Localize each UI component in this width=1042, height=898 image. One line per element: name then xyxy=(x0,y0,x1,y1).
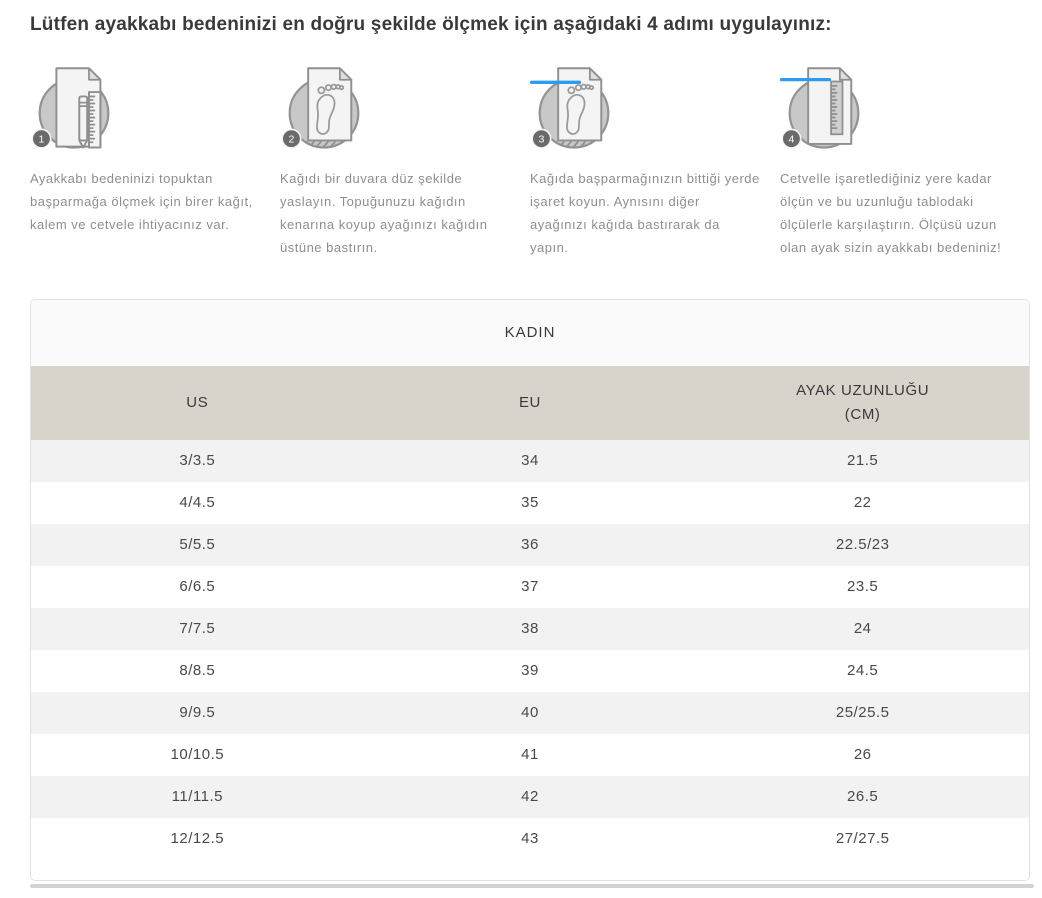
cell-foot-length: 21.5 xyxy=(847,452,879,469)
step-1-text: Ayakkabı bedeninizi topuktan başparmağa … xyxy=(30,171,253,233)
mark-line-icon xyxy=(780,77,832,82)
size-table: US EU AYAK UZUNLUĞU (CM) 3/3.5 34 21.5 4… xyxy=(31,365,1029,860)
cell-us: 9/9.5 xyxy=(179,704,216,721)
cell-foot-length: 24 xyxy=(853,620,872,637)
paper-pencil-ruler-icon: 1 xyxy=(31,67,110,149)
step-3: 3 Kağıda başparmağınızın bittiği yerde i… xyxy=(530,60,780,273)
cell-foot-length: 23.5 xyxy=(847,578,879,595)
step-number-badge: 1 xyxy=(31,128,52,149)
cell-us: 6/6.5 xyxy=(179,578,216,595)
size-table-card: KADIN US EU AYAK UZUNLUĞU (CM) 3/3.5 34 … xyxy=(30,298,1030,881)
column-header-us: US xyxy=(31,365,364,440)
footprint-icon xyxy=(566,83,595,135)
table-row: 5/5.5 36 22.5/23 xyxy=(31,523,1029,566)
cell-eu: 43 xyxy=(521,830,539,847)
cell-us: 8/8.5 xyxy=(179,662,216,679)
cell-foot-length: 24.5 xyxy=(847,662,879,679)
table-row: 9/9.5 40 25/25.5 xyxy=(31,691,1029,734)
mark-line-icon xyxy=(530,80,582,84)
cell-foot-length: 22 xyxy=(853,494,872,511)
step-2-text: Kağıdı bir duvara düz şekilde yaslayın. … xyxy=(280,171,488,256)
step-4-text: Cetvelle işaretlediğiniz yere kadar ölçü… xyxy=(780,171,1002,256)
cell-foot-length: 27/27.5 xyxy=(835,830,890,847)
ruler-icon xyxy=(87,91,102,149)
cell-us: 10/10.5 xyxy=(170,746,225,763)
step-3-text: Kağıda başparmağınızın bittiği yerde işa… xyxy=(530,171,760,256)
svg-text:1: 1 xyxy=(39,134,45,146)
cell-us: 11/11.5 xyxy=(171,788,223,805)
svg-text:2: 2 xyxy=(289,134,295,146)
cell-eu: 35 xyxy=(521,494,539,511)
table-row: 12/12.5 43 27/27.5 xyxy=(31,818,1029,860)
table-caption: KADIN xyxy=(31,299,1029,366)
step-number-badge: 2 xyxy=(281,128,302,149)
cell-foot-length: 22.5/23 xyxy=(835,536,890,553)
cell-eu: 39 xyxy=(521,662,539,679)
measurement-steps: 1 Ayakkabı bedeninizi topuktan başparmağ… xyxy=(30,60,1030,273)
step-number-badge: 3 xyxy=(531,128,552,149)
ruler-icon xyxy=(830,80,844,136)
cell-foot-length: 26 xyxy=(853,746,872,763)
cell-us: 7/7.5 xyxy=(179,620,216,637)
cell-eu: 42 xyxy=(521,788,539,805)
footprint-icon xyxy=(316,83,345,135)
cell-eu: 41 xyxy=(521,746,539,763)
cell-us: 3/3.5 xyxy=(179,452,216,469)
cell-foot-length: 25/25.5 xyxy=(835,704,890,721)
svg-text:4: 4 xyxy=(789,134,795,146)
table-row: 8/8.5 39 24.5 xyxy=(31,650,1029,692)
cell-us: 4/4.5 xyxy=(179,494,216,511)
size-table-body: 3/3.5 34 21.5 4/4.5 35 22 5/5.5 36 22.5/… xyxy=(31,439,1029,860)
column-header-foot-length: AYAK UZUNLUĞU (CM) xyxy=(696,365,1029,440)
cell-eu: 40 xyxy=(521,704,539,721)
cell-eu: 36 xyxy=(521,536,539,553)
table-row: 3/3.5 34 21.5 xyxy=(31,439,1029,482)
foot-on-paper-marked-icon: 3 xyxy=(530,67,610,149)
table-row: 6/6.5 37 23.5 xyxy=(31,566,1029,608)
size-table-header: US EU AYAK UZUNLUĞU (CM) xyxy=(31,365,1029,440)
horizontal-scrollbar[interactable] xyxy=(30,883,1034,888)
cell-foot-length: 26.5 xyxy=(847,788,879,805)
cell-eu: 38 xyxy=(521,620,539,637)
column-header-eu: EU xyxy=(363,365,697,440)
table-row: 10/10.5 41 26 xyxy=(31,734,1029,776)
table-row: 4/4.5 35 22 xyxy=(31,482,1029,524)
step-number-badge: 4 xyxy=(781,128,802,149)
foot-on-paper-icon: 2 xyxy=(281,67,360,149)
svg-text:3: 3 xyxy=(539,134,545,146)
page-title: Lütfen ayakkabı bedeninizi en doğru şeki… xyxy=(30,14,832,35)
cell-us: 5/5.5 xyxy=(179,536,216,553)
table-row: 7/7.5 38 24 xyxy=(31,607,1029,650)
table-row: 11/11.5 42 26.5 xyxy=(31,775,1029,818)
pencil-icon xyxy=(78,95,89,149)
cell-us: 12/12.5 xyxy=(170,830,225,847)
cell-eu: 37 xyxy=(521,578,539,595)
step-2: 2 Kağıdı bir duvara düz şekilde yaslayın… xyxy=(280,60,530,273)
step-1: 1 Ayakkabı bedeninizi topuktan başparmağ… xyxy=(30,60,280,273)
cell-eu: 34 xyxy=(521,452,539,469)
ruler-on-paper-icon: 4 xyxy=(780,67,860,149)
step-4: 4 Cetvelle işaretlediğiniz yere kadar öl… xyxy=(780,60,1030,273)
